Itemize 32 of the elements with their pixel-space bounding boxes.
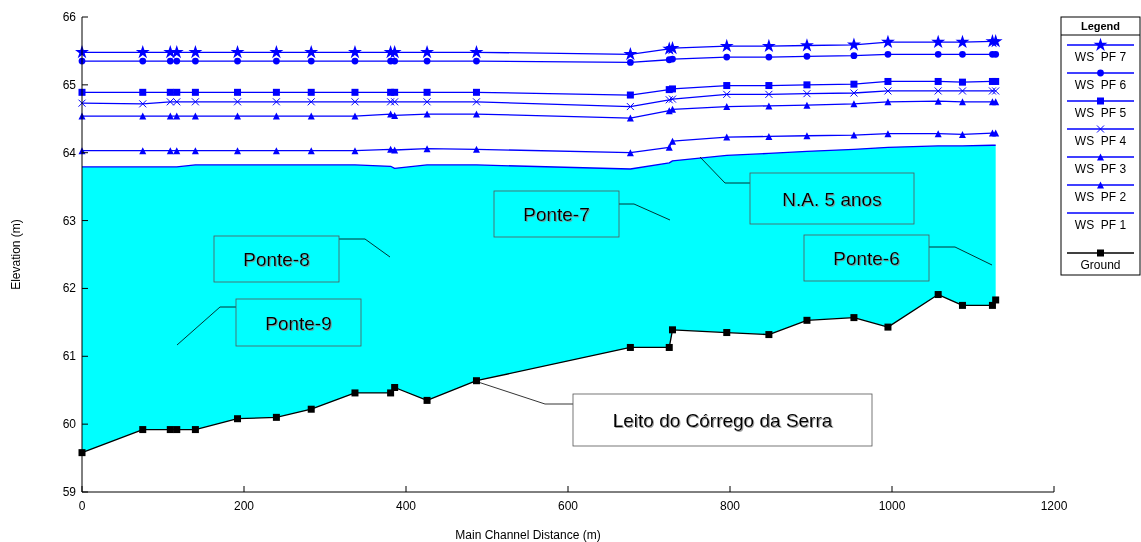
text: WS PF 1 — [1074, 218, 1127, 232]
x-tick-label: 1000 — [878, 499, 906, 513]
y-tick-label: 62 — [62, 281, 77, 296]
annotation: Ponte-7 — [523, 204, 590, 225]
y-tick-label: 60 — [62, 417, 77, 432]
x-tick-label: 600 — [557, 499, 579, 513]
annotation: Leito do Córrego da Serra — [612, 410, 833, 431]
legend-label: WS PF 6 — [1074, 78, 1127, 92]
y-tick-label: 66 — [62, 10, 77, 24]
annotation: Ponte-8 — [243, 249, 310, 270]
x-tick-label: 1200 — [1040, 499, 1068, 513]
legend-title: Legend — [1080, 20, 1121, 32]
annotation: N.A. 5 anos — [782, 188, 882, 210]
annotation: Ponte-6 — [833, 248, 900, 269]
annotation: Ponte-9 — [265, 312, 332, 334]
y-tick-label: 64 — [62, 145, 77, 160]
legend-label: WS PF 7 — [1074, 50, 1127, 64]
x-tick-label: 0 — [78, 499, 86, 513]
y-tick-label: 61 — [62, 349, 77, 364]
x-tick-label: 200 — [233, 499, 255, 513]
legend-label: WS PF 3 — [1074, 162, 1127, 176]
y-tick-label: 59 — [62, 485, 77, 499]
y-axis-title: Elevation (m) — [9, 219, 23, 290]
x-axis-title: Main Channel Distance (m) — [455, 528, 601, 542]
legend-label: WS PF 4 — [1074, 134, 1127, 148]
y-tick-label: 65 — [62, 77, 77, 92]
x-tick-label: 800 — [719, 499, 741, 513]
x-tick-label: 400 — [395, 499, 417, 513]
y-tick-label: 63 — [62, 213, 77, 228]
legend-label: WS PF 5 — [1074, 106, 1127, 120]
legend-label: WS PF 2 — [1074, 190, 1127, 204]
legend-label: Ground — [1080, 258, 1121, 272]
